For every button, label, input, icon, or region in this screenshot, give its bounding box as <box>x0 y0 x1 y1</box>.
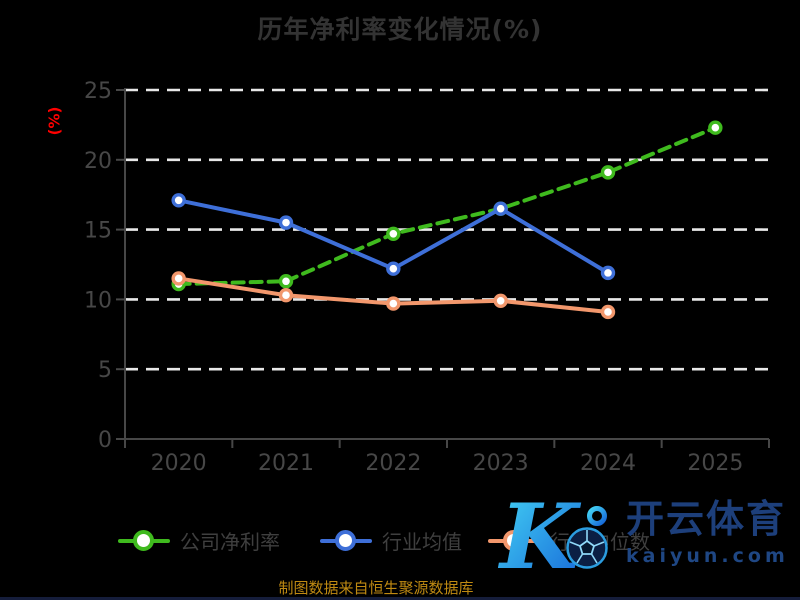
data-point[interactable] <box>386 296 401 311</box>
legend-item-industry-mean[interactable]: 行业均值 <box>320 526 462 555</box>
legend-label: 行业均值 <box>382 530 462 554</box>
data-point[interactable] <box>278 274 294 289</box>
data-point[interactable] <box>171 271 186 286</box>
logo-letter-k: K <box>498 484 582 584</box>
y-tick-label: 5 <box>98 358 112 383</box>
series-line-公司净利率 <box>176 125 718 287</box>
x-tick-label: 2020 <box>151 451 207 476</box>
data-point[interactable] <box>278 288 294 303</box>
x-tick-label: 2023 <box>473 451 529 476</box>
y-tick-label: 0 <box>98 428 112 453</box>
x-tick-label: 2021 <box>258 451 314 476</box>
x-tick-label: 2024 <box>580 451 636 476</box>
data-point[interactable] <box>600 165 616 180</box>
legend-marker-icon <box>488 529 540 552</box>
data-point[interactable] <box>708 120 723 135</box>
data-point[interactable] <box>493 201 508 216</box>
kaiyun-logo-icon: K <box>497 484 608 590</box>
data-point[interactable] <box>600 265 616 281</box>
data-point[interactable] <box>171 193 186 208</box>
football-icon <box>566 527 608 569</box>
watermark-text: 开云体育 kaiyun.com <box>626 500 789 567</box>
y-tick-label: 25 <box>84 79 112 104</box>
data-point[interactable] <box>278 215 294 230</box>
legend-marker-icon <box>118 529 170 552</box>
legend-item-company-net-margin[interactable]: 公司净利率 <box>118 526 280 555</box>
data-source-note: 制图数据来自恒生聚源数据库 <box>278 579 474 597</box>
data-point[interactable] <box>493 293 508 308</box>
x-tick-label: 2025 <box>687 451 743 476</box>
watermark-brand: 开云体育 <box>626 497 787 541</box>
logo-swirl-icon <box>587 506 607 526</box>
legend-marker-icon <box>320 529 372 552</box>
data-point[interactable] <box>386 261 401 276</box>
legend-label: 公司净利率 <box>180 530 280 554</box>
kaiyun-watermark: K 开云体育 kaiyun.com <box>497 484 798 590</box>
y-tick-label: 15 <box>84 219 112 244</box>
y-axis-label: (%) <box>45 106 64 136</box>
y-tick-label: 10 <box>84 288 112 313</box>
y-tick-label: 20 <box>84 149 112 174</box>
chart-title: 历年净利率变化情况(%) <box>257 15 543 44</box>
data-point[interactable] <box>600 304 616 320</box>
x-tick-label: 2022 <box>365 451 421 476</box>
watermark-domain: kaiyun.com <box>626 545 789 567</box>
data-point[interactable] <box>386 226 401 241</box>
bottom-accent-bar <box>0 597 800 600</box>
